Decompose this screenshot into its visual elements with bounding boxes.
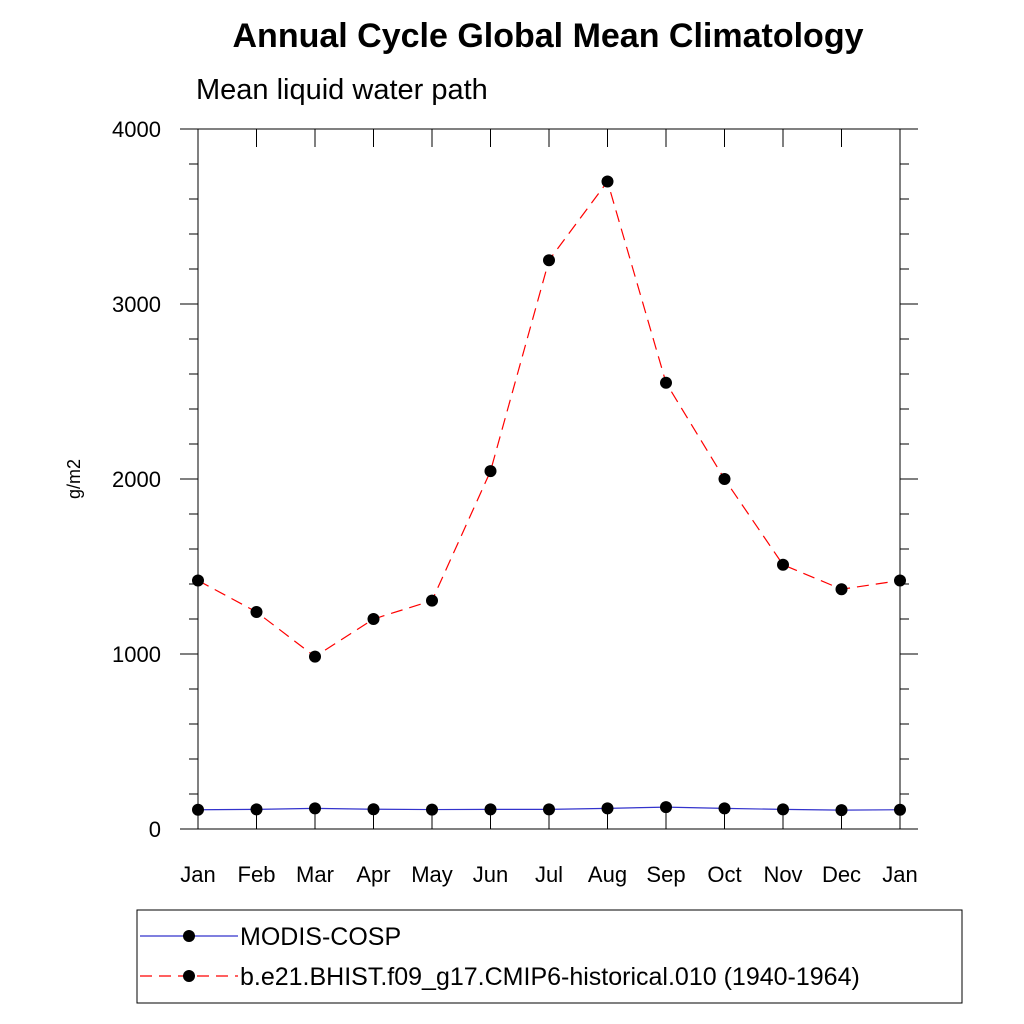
legend-swatch-marker bbox=[183, 970, 195, 982]
chart-title: Annual Cycle Global Mean Climatology bbox=[233, 17, 864, 55]
series-2-point bbox=[543, 254, 555, 267]
series-1-point bbox=[894, 803, 906, 816]
x-tick-label: Apr bbox=[356, 862, 390, 887]
x-tick-label: May bbox=[411, 862, 453, 887]
series-1-point bbox=[426, 803, 438, 816]
series-1-point bbox=[192, 803, 204, 816]
legend: MODIS-COSP b.e21.BHIST.f09_g17.CMIP6-hist… bbox=[140, 923, 860, 991]
series-layer bbox=[192, 175, 906, 817]
series-2-point bbox=[192, 574, 204, 587]
series-1-point bbox=[367, 803, 380, 816]
series-2-point bbox=[601, 175, 614, 188]
plot-frame bbox=[197, 128, 901, 830]
series-2-point bbox=[718, 473, 731, 485]
x-tick-label: Feb bbox=[238, 862, 276, 887]
series-2-point bbox=[777, 558, 789, 571]
x-tick-label: Aug bbox=[588, 862, 627, 887]
x-tick-label: Jun bbox=[473, 862, 508, 887]
series-1-point bbox=[777, 803, 789, 816]
x-tick-label: Oct bbox=[707, 862, 741, 887]
series-1-point bbox=[484, 803, 497, 816]
series-2-point bbox=[309, 650, 321, 663]
legend-label: b.e21.BHIST.f09_g17.CMIP6-historical.010… bbox=[240, 963, 860, 991]
y-axis-title: g/m2 bbox=[64, 459, 84, 499]
series-1-point bbox=[835, 804, 848, 817]
series-2-point bbox=[367, 613, 380, 625]
legend-swatch-marker bbox=[183, 930, 195, 942]
series-2-point bbox=[484, 465, 497, 478]
y-tick-label: 4000 bbox=[112, 117, 161, 142]
x-tick-label: Nov bbox=[763, 862, 802, 887]
x-tick-labels: Jan Feb Mar Apr May Jun Jul Aug Sep Oct Nov Dec Jan bbox=[180, 862, 917, 887]
x-tick-label: Jul bbox=[535, 862, 563, 887]
y-tick-label: 3000 bbox=[112, 292, 161, 317]
series-2-point bbox=[835, 583, 848, 596]
series-2-point bbox=[660, 376, 672, 389]
y-tick-label: 1000 bbox=[112, 642, 161, 667]
series-1-point bbox=[601, 802, 614, 815]
series-1-point bbox=[718, 802, 731, 815]
chart-subtitle: Mean liquid water path bbox=[196, 74, 488, 106]
y-tick-labels: 0 1000 2000 3000 4000 bbox=[112, 117, 161, 842]
series-2-point bbox=[250, 606, 263, 618]
series-2-point bbox=[894, 574, 906, 587]
x-tick-label: Dec bbox=[822, 862, 861, 887]
legend-box bbox=[136, 909, 963, 1004]
x-tick-label: Jan bbox=[882, 862, 917, 887]
legend-label: MODIS-COSP bbox=[240, 923, 401, 951]
axis-ticks bbox=[180, 128, 918, 830]
y-tick-label: 0 bbox=[149, 817, 161, 842]
x-tick-label: Mar bbox=[296, 862, 334, 887]
series-line-2 bbox=[197, 180, 901, 658]
series-1-point bbox=[543, 803, 555, 816]
series-1-point bbox=[309, 802, 321, 815]
x-tick-label: Jan bbox=[180, 862, 215, 887]
series-2-point bbox=[426, 594, 438, 607]
series-1-point bbox=[250, 803, 263, 816]
x-tick-label: Sep bbox=[646, 862, 685, 887]
y-tick-label: 2000 bbox=[112, 467, 161, 492]
series-1-point bbox=[660, 801, 672, 814]
